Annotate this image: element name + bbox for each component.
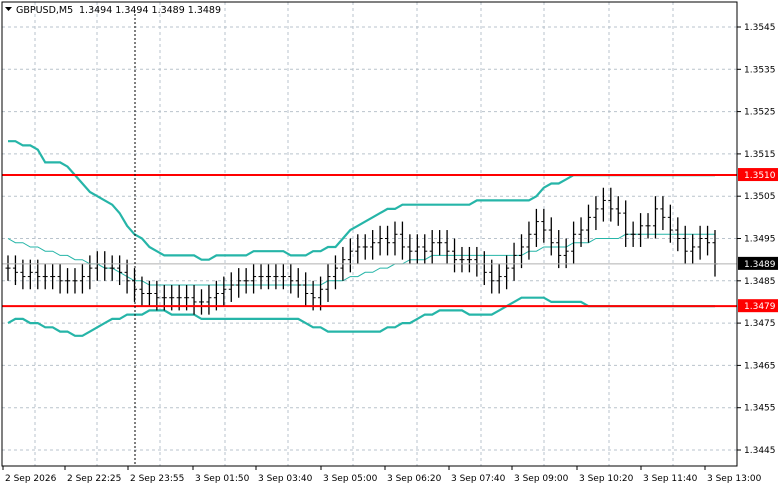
level-price-label: 1.3510: [744, 171, 776, 181]
y-tick-label: 1.3475: [744, 319, 776, 329]
y-tick-label: 1.3505: [744, 192, 776, 202]
time-axis[interactable]: 2 Sep 2026 2 Sep 22:25 2 Sep 23:55 3 Sep 01…: [2, 466, 762, 484]
x-tick-label: 3 Sep 06:20: [387, 474, 442, 484]
x-tick-label: 3 Sep 05:00: [323, 474, 378, 484]
current-price-tag: [738, 256, 778, 270]
collapse-triangle-icon[interactable]: [5, 7, 12, 11]
level-lines[interactable]: 1.3510 1.3479: [2, 168, 778, 313]
y-tick-label: 1.3465: [744, 361, 776, 371]
current-price-label: 1.3489: [744, 260, 776, 270]
x-tick-label: 2 Sep 22:25: [67, 474, 121, 484]
y-tick-label: 1.3525: [744, 108, 776, 118]
price-axis[interactable]: 1.3545 1.3535 1.3525 1.3515 1.3505 1.3495 1.34…: [737, 23, 778, 456]
symbol-label: GBPUSD,M5: [16, 5, 73, 16]
x-tick-label: 2 Sep 2026: [5, 474, 57, 484]
x-tick-label: 3 Sep 07:40: [451, 474, 506, 484]
x-tick-label: 3 Sep 13:00: [707, 474, 762, 484]
price-bars: [2, 187, 737, 315]
plot-frame: [1, 1, 738, 467]
y-tick-label: 1.3485: [744, 277, 776, 287]
x-tick-label: 3 Sep 03:40: [258, 474, 313, 484]
level-price-tag: [738, 299, 778, 313]
level-price-tag: [738, 168, 778, 182]
y-tick-label: 1.3535: [744, 65, 776, 75]
y-tick-label: 1.3445: [744, 446, 776, 456]
ohlc-readout: 1.3494 1.3494 1.3489 1.3489: [79, 5, 221, 16]
x-tick-label: 3 Sep 09:00: [514, 474, 569, 484]
y-tick-label: 1.3495: [744, 235, 776, 245]
y-tick-label: 1.3545: [744, 23, 776, 33]
x-tick-label: 3 Sep 01:50: [195, 474, 250, 484]
chart-header: GBPUSD,M5 1.3494 1.3494 1.3489 1.3489: [5, 5, 221, 16]
level-price-label: 1.3479: [744, 302, 776, 312]
y-tick-label: 1.3455: [744, 404, 776, 414]
x-tick-label: 2 Sep 23:55: [130, 474, 184, 484]
grid: [2, 2, 737, 466]
y-tick-label: 1.3515: [744, 150, 776, 160]
bollinger-middle-line: [7, 233, 715, 286]
x-tick-label: 3 Sep 11:40: [643, 474, 698, 484]
x-tick-label: 3 Sep 10:20: [579, 474, 634, 484]
